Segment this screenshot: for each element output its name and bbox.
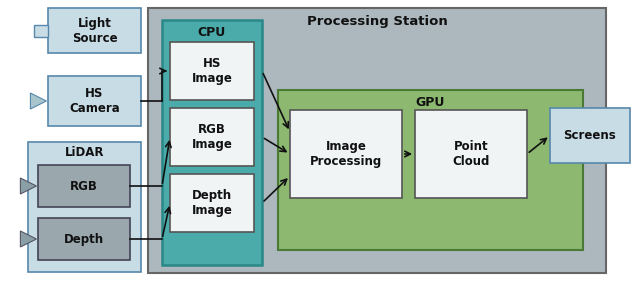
FancyBboxPatch shape bbox=[170, 42, 254, 100]
FancyBboxPatch shape bbox=[38, 165, 130, 207]
FancyBboxPatch shape bbox=[278, 90, 583, 250]
Text: Depth
Image: Depth Image bbox=[191, 189, 232, 217]
Text: Point
Cloud: Point Cloud bbox=[452, 140, 490, 168]
Text: Processing Station: Processing Station bbox=[307, 14, 447, 27]
FancyBboxPatch shape bbox=[28, 142, 141, 272]
FancyBboxPatch shape bbox=[162, 20, 262, 265]
Polygon shape bbox=[20, 178, 36, 194]
FancyBboxPatch shape bbox=[148, 8, 606, 273]
Text: HS
Camera: HS Camera bbox=[69, 87, 120, 115]
Text: Depth: Depth bbox=[64, 233, 104, 245]
Text: GPU: GPU bbox=[416, 97, 445, 110]
FancyBboxPatch shape bbox=[34, 25, 48, 37]
FancyBboxPatch shape bbox=[550, 108, 630, 163]
Text: RGB: RGB bbox=[70, 179, 98, 192]
FancyBboxPatch shape bbox=[170, 108, 254, 166]
FancyBboxPatch shape bbox=[38, 218, 130, 260]
Text: LiDAR: LiDAR bbox=[65, 145, 104, 158]
Text: CPU: CPU bbox=[198, 25, 226, 38]
FancyBboxPatch shape bbox=[415, 110, 527, 198]
FancyBboxPatch shape bbox=[48, 8, 141, 53]
Text: Image
Processing: Image Processing bbox=[310, 140, 382, 168]
Text: Light
Source: Light Source bbox=[72, 16, 117, 44]
FancyBboxPatch shape bbox=[170, 174, 254, 232]
Polygon shape bbox=[20, 231, 36, 247]
Text: RGB
Image: RGB Image bbox=[191, 123, 232, 151]
Polygon shape bbox=[31, 93, 46, 109]
Text: HS
Image: HS Image bbox=[191, 57, 232, 85]
Text: Screens: Screens bbox=[564, 129, 616, 142]
FancyBboxPatch shape bbox=[290, 110, 402, 198]
FancyBboxPatch shape bbox=[48, 76, 141, 126]
